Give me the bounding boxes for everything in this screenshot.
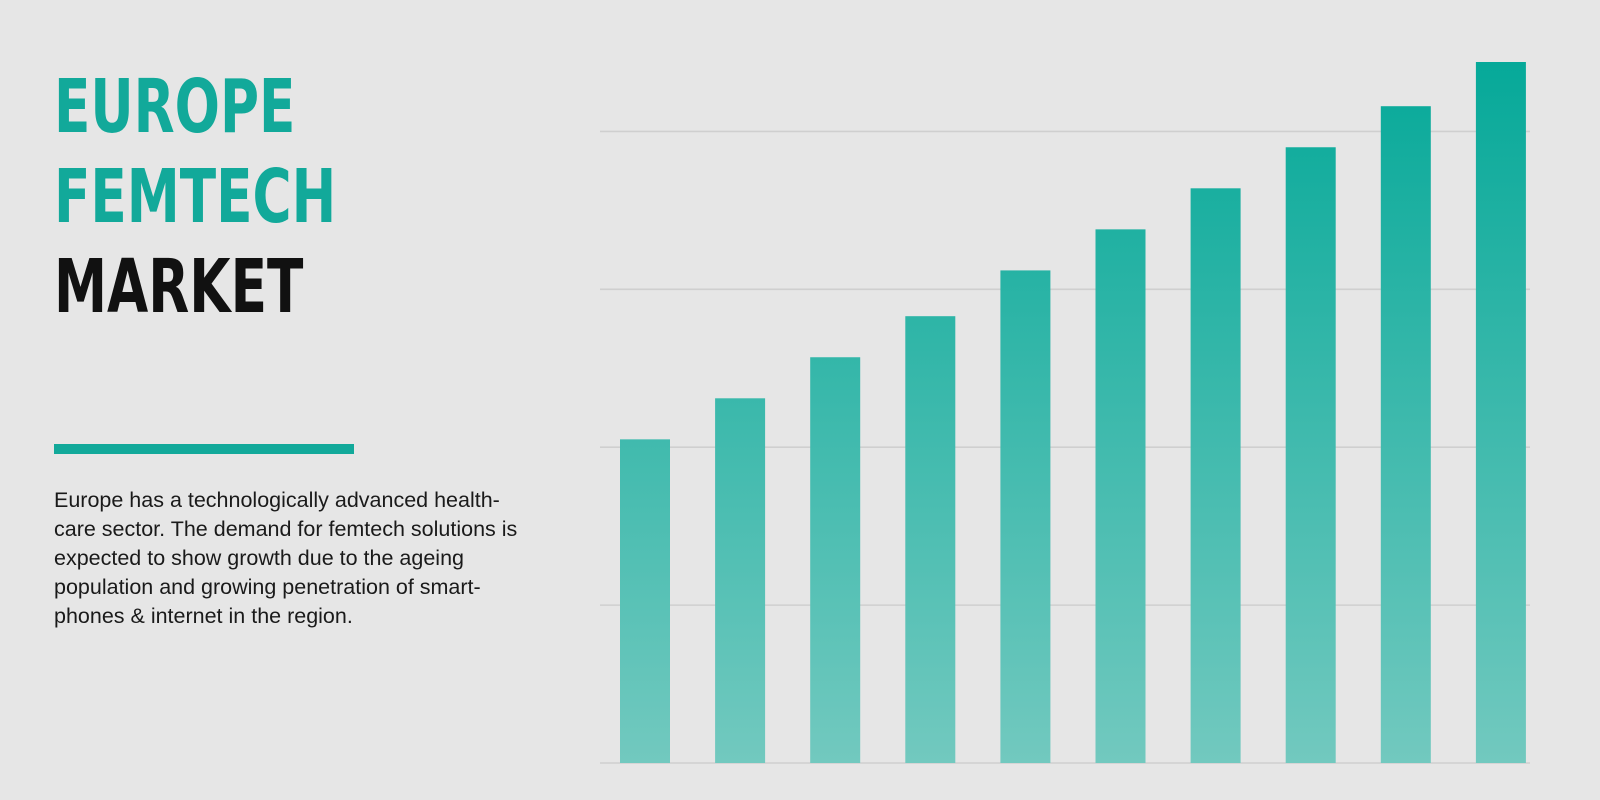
description-line-1: Europe has a technologically advanced he… [54, 488, 500, 512]
title-line-1: EUROPE [54, 64, 296, 150]
bar-1 [620, 439, 670, 763]
description-line-5: phones & internet in the region. [54, 604, 353, 628]
market-description: Europe has a technologically advanced he… [54, 486, 574, 631]
bar-5 [1000, 270, 1051, 763]
accent-divider [54, 444, 354, 454]
chart-title: EUROPE FEMTECH MARKET [54, 62, 446, 332]
bar-10 [1475, 62, 1526, 763]
bar-7 [1190, 188, 1241, 764]
description-line-4: population and growing penetration of sm… [54, 575, 481, 599]
bar-4 [905, 316, 956, 763]
description-line-2: care sector. The demand for femtech solu… [54, 517, 518, 541]
title-line-3: MARKET [54, 244, 304, 330]
bar-3 [810, 357, 861, 763]
bar-8 [1285, 147, 1336, 763]
bars [620, 62, 1526, 764]
bar-6 [1095, 229, 1146, 764]
description-line-3: expected to show growth due to the agein… [54, 546, 464, 570]
bar-9 [1380, 106, 1431, 763]
title-line-2: FEMTECH [54, 154, 337, 240]
bar-2 [715, 398, 766, 763]
